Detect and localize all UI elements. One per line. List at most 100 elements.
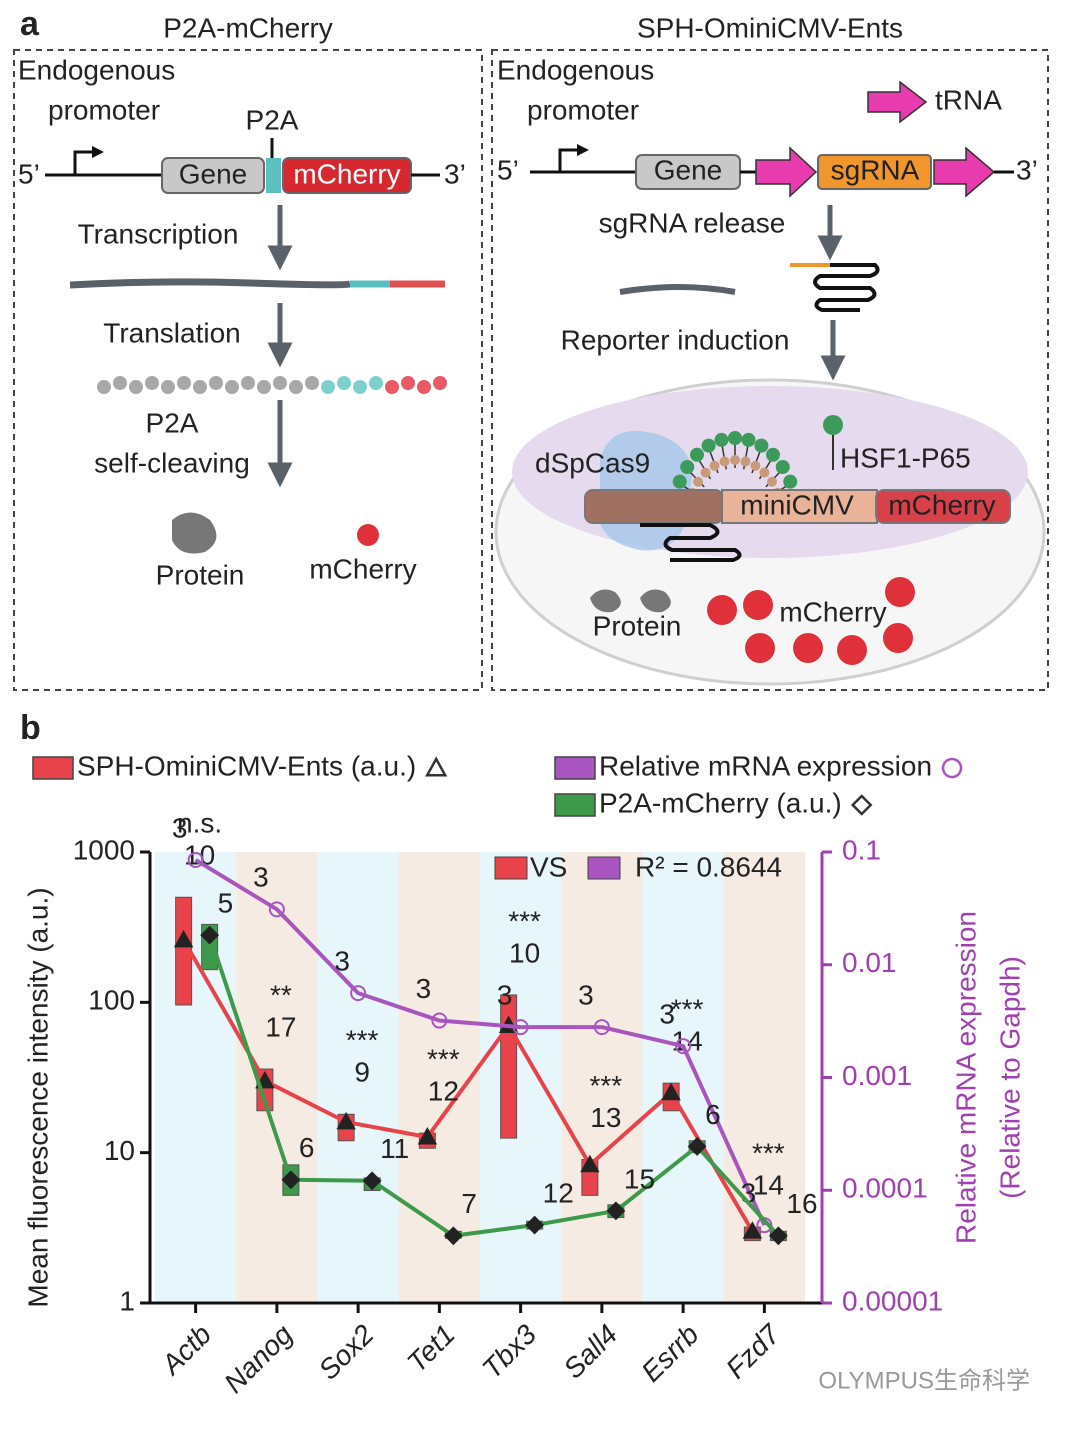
- r-squared-label: R² = 0.8644: [635, 851, 782, 882]
- significance-label: ***: [508, 905, 541, 936]
- protein-icon: [640, 589, 671, 613]
- sgrna-box: [817, 154, 932, 190]
- n-label: 3: [659, 998, 675, 1029]
- left-frame: [13, 49, 483, 691]
- activator: [672, 474, 687, 489]
- category-band: [642, 852, 724, 1303]
- point: [350, 985, 367, 1002]
- legend-swatch: [32, 756, 74, 780]
- x-tick-label: Fzd7: [720, 1318, 787, 1385]
- label: mCherry: [309, 553, 416, 584]
- mcherry-icon: [793, 633, 823, 663]
- point: [512, 1019, 529, 1036]
- n-label: 3: [416, 973, 432, 1004]
- y2-tick-label: 0.1: [842, 834, 881, 865]
- legend-label: Relative mRNA expression: [599, 750, 932, 781]
- label: HSF1-P65: [840, 442, 971, 473]
- y2-tick-label: 0.00001: [842, 1285, 943, 1316]
- significance-label: **: [270, 979, 292, 1010]
- mrna: [69, 278, 351, 289]
- x-tick-label: Actb: [154, 1319, 217, 1382]
- activator: [766, 447, 781, 462]
- significance-label: ***: [346, 1025, 379, 1056]
- dna-cylinder: [875, 489, 1011, 524]
- n-label: 12: [543, 1177, 574, 1208]
- promoter-arrow: [558, 144, 589, 172]
- watermark: OLYMPUS生命科学: [818, 1367, 1030, 1394]
- mcherry-icon: [743, 590, 773, 620]
- point: [661, 1082, 681, 1101]
- bead: [145, 376, 159, 390]
- activator: [709, 460, 720, 471]
- bead: [225, 380, 239, 394]
- point: [525, 1215, 545, 1235]
- activator: [680, 460, 695, 475]
- p2a-box: [266, 158, 281, 193]
- activator: [719, 456, 730, 467]
- legend-swatch: [554, 793, 596, 817]
- n-label: 17: [265, 1011, 296, 1042]
- panel-title: SPH-OminiCMV-Ents: [637, 12, 903, 43]
- n-label: 16: [786, 1188, 817, 1219]
- point: [443, 1226, 463, 1246]
- point: [417, 1127, 438, 1145]
- bead: [369, 376, 383, 390]
- n-label: 11: [380, 1133, 409, 1164]
- label: Reporter induction: [561, 324, 790, 355]
- point: [425, 756, 448, 777]
- label: 5’: [18, 158, 40, 189]
- point: [281, 1170, 301, 1190]
- bead: [305, 376, 319, 390]
- y2-tick-label: 0.01: [842, 947, 897, 978]
- legend-label: P2A-mCherry (a.u.): [599, 787, 842, 818]
- hsf-icon: [823, 415, 843, 435]
- label: dSpCas9: [535, 447, 650, 478]
- label: tRNA: [935, 84, 1002, 115]
- n-label: 3: [578, 979, 594, 1010]
- activator: [740, 456, 751, 467]
- bead: [113, 376, 127, 390]
- label: mCherry: [888, 489, 995, 520]
- mcherry-icon: [883, 623, 913, 653]
- activator: [759, 467, 770, 478]
- x-tick-label: Tbx3: [476, 1318, 542, 1384]
- significance-label: n.s.: [177, 808, 222, 839]
- chart: 1 10 100 1000 0.00001 0.0001 0.001 0.01 0.1 Actb N…: [22, 750, 1025, 1398]
- bead: [209, 376, 223, 390]
- label: mCherry: [293, 158, 400, 189]
- bead: [241, 376, 255, 390]
- legend-swatch: [587, 856, 621, 880]
- y2-axis-label: Relative mRNA expression: [950, 911, 981, 1244]
- point: [431, 1012, 448, 1029]
- x-tick-label: Nanog: [218, 1318, 299, 1399]
- y2-tick-label: 0.001: [842, 1060, 912, 1091]
- series-line: [207, 934, 780, 1238]
- label: 5’: [497, 154, 519, 185]
- label: 3’: [1016, 154, 1038, 185]
- label: self-cleaving: [94, 447, 250, 478]
- bead: [97, 380, 111, 394]
- label: promoter: [48, 94, 160, 125]
- activator: [750, 460, 761, 471]
- n-label: 6: [705, 1099, 721, 1130]
- sgrna-hairpin: [640, 523, 742, 562]
- activator: [730, 455, 740, 465]
- activator: [689, 447, 704, 462]
- category-band: [155, 852, 237, 1303]
- mcherry-icon: [885, 577, 915, 607]
- sgrna-hairpin: [790, 263, 880, 312]
- bead: [385, 380, 399, 394]
- activator-array: [672, 431, 798, 498]
- significance-label: ***: [671, 994, 704, 1025]
- activator: [783, 474, 798, 489]
- label: P2A: [146, 407, 199, 438]
- n-label: 10: [509, 937, 540, 968]
- promoter-arrow: [73, 146, 104, 175]
- point: [687, 1137, 707, 1156]
- activator: [701, 438, 716, 453]
- point: [268, 901, 285, 918]
- point: [187, 851, 204, 868]
- panel-label: a: [20, 5, 40, 43]
- mcherry-icon: [707, 595, 737, 625]
